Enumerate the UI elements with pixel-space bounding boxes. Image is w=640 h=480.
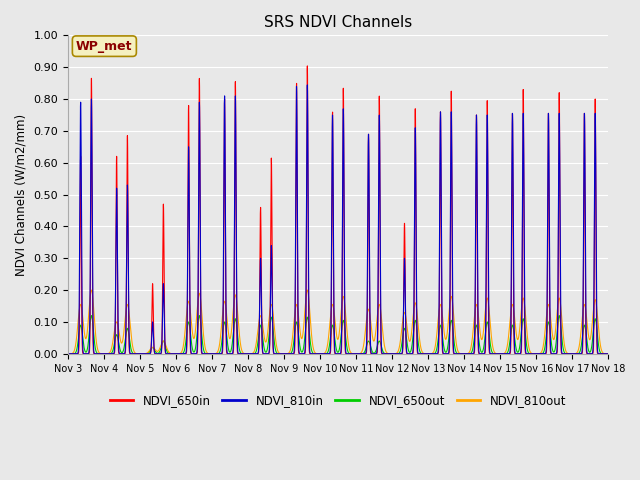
NDVI_810out <box>180 341 188 347</box>
NDVI_650out <box>174 351 182 357</box>
NDVI_810in <box>602 351 610 357</box>
NDVI_810in <box>413 269 420 275</box>
NDVI_650out <box>180 349 188 355</box>
NDVI_810out <box>413 304 420 310</box>
NDVI_650out <box>266 320 274 325</box>
NDVI_650out <box>64 351 72 357</box>
NDVI_810in <box>489 351 497 357</box>
Line: NDVI_650in: NDVI_650in <box>68 66 608 354</box>
NDVI_810in <box>180 351 188 357</box>
NDVI_650out <box>413 323 420 328</box>
NDVI_810in <box>604 351 612 357</box>
NDVI_650out <box>88 312 95 318</box>
Y-axis label: NDVI Channels (W/m2/mm): NDVI Channels (W/m2/mm) <box>15 113 28 276</box>
NDVI_810in <box>174 351 182 357</box>
NDVI_810in <box>303 82 311 88</box>
Text: WP_met: WP_met <box>76 40 132 53</box>
NDVI_810out <box>489 346 497 351</box>
Line: NDVI_810out: NDVI_810out <box>68 290 608 354</box>
NDVI_810out <box>64 351 72 357</box>
NDVI_650in <box>266 322 274 328</box>
NDVI_650in <box>413 286 420 291</box>
NDVI_810in <box>64 351 72 357</box>
NDVI_650in <box>489 351 497 357</box>
NDVI_650in <box>303 63 311 69</box>
NDVI_810in <box>136 351 144 357</box>
NDVI_810out <box>174 351 182 357</box>
NDVI_650in <box>180 351 188 357</box>
NDVI_810out <box>602 351 610 357</box>
NDVI_650out <box>604 351 612 357</box>
Line: NDVI_650out: NDVI_650out <box>68 315 608 354</box>
NDVI_650in <box>64 351 72 357</box>
NDVI_810out <box>88 287 95 293</box>
NDVI_650out <box>602 351 610 357</box>
Title: SRS NDVI Channels: SRS NDVI Channels <box>264 15 412 30</box>
NDVI_650in <box>174 351 182 357</box>
NDVI_810out <box>266 306 274 312</box>
Legend: NDVI_650in, NDVI_810in, NDVI_650out, NDVI_810out: NDVI_650in, NDVI_810in, NDVI_650out, NDV… <box>105 389 571 411</box>
NDVI_650out <box>489 350 497 356</box>
NDVI_810out <box>604 351 612 357</box>
Line: NDVI_810in: NDVI_810in <box>68 85 608 354</box>
NDVI_810out <box>137 351 145 357</box>
NDVI_650in <box>602 351 610 357</box>
NDVI_650out <box>136 351 144 357</box>
NDVI_650in <box>604 351 612 357</box>
NDVI_810in <box>266 316 274 322</box>
